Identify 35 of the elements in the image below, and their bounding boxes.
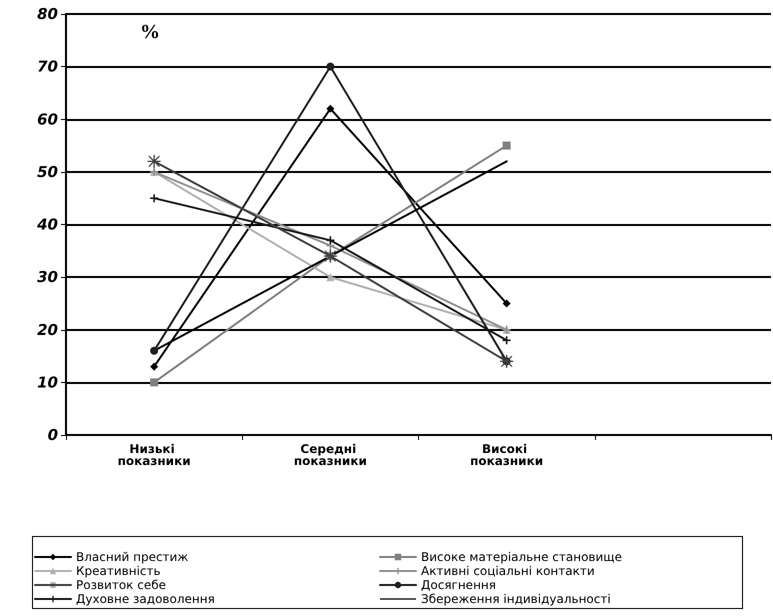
y-tick-label: 10 [37,373,58,392]
legend-label: Активні соціальні контакти [421,564,595,578]
legend-label: Духовне задоволення [76,592,215,606]
point [326,62,334,71]
x-tick-label: Високі показники [470,442,544,468]
point [150,362,158,371]
y-tick-label: 70 [37,58,58,76]
legend-label: Збереження індивідуальності [421,592,611,606]
legend-label: Власний престиж [76,550,188,564]
legend-label: Розвиток себе [76,578,166,592]
legend-label: Досягнення [421,578,496,592]
point [500,354,514,368]
point [502,336,511,344]
point [150,194,158,202]
point [326,273,334,282]
y-axis-title: % [140,21,160,43]
y-tick-label: 60 [37,110,58,128]
y-tick-label: 20 [37,320,58,339]
y-tick-label: 0 [48,426,58,444]
point [502,142,511,150]
point [148,154,161,168]
x-tick-label: Низькі показники [118,442,191,468]
y-tick-label: 40 [36,216,58,234]
point [150,346,158,355]
y-tick-label: 50 [37,162,58,181]
x-tick-label: Середні показники [294,442,367,468]
point [150,378,158,386]
point [326,236,334,244]
point [502,299,511,308]
y-tick-label: 30 [37,268,58,286]
legend-label: Креативність [76,564,161,578]
point [326,104,334,113]
y-tick-label: 80 [37,5,58,23]
legend-label: Високе матеріальне становище [421,550,622,564]
point [324,250,337,263]
